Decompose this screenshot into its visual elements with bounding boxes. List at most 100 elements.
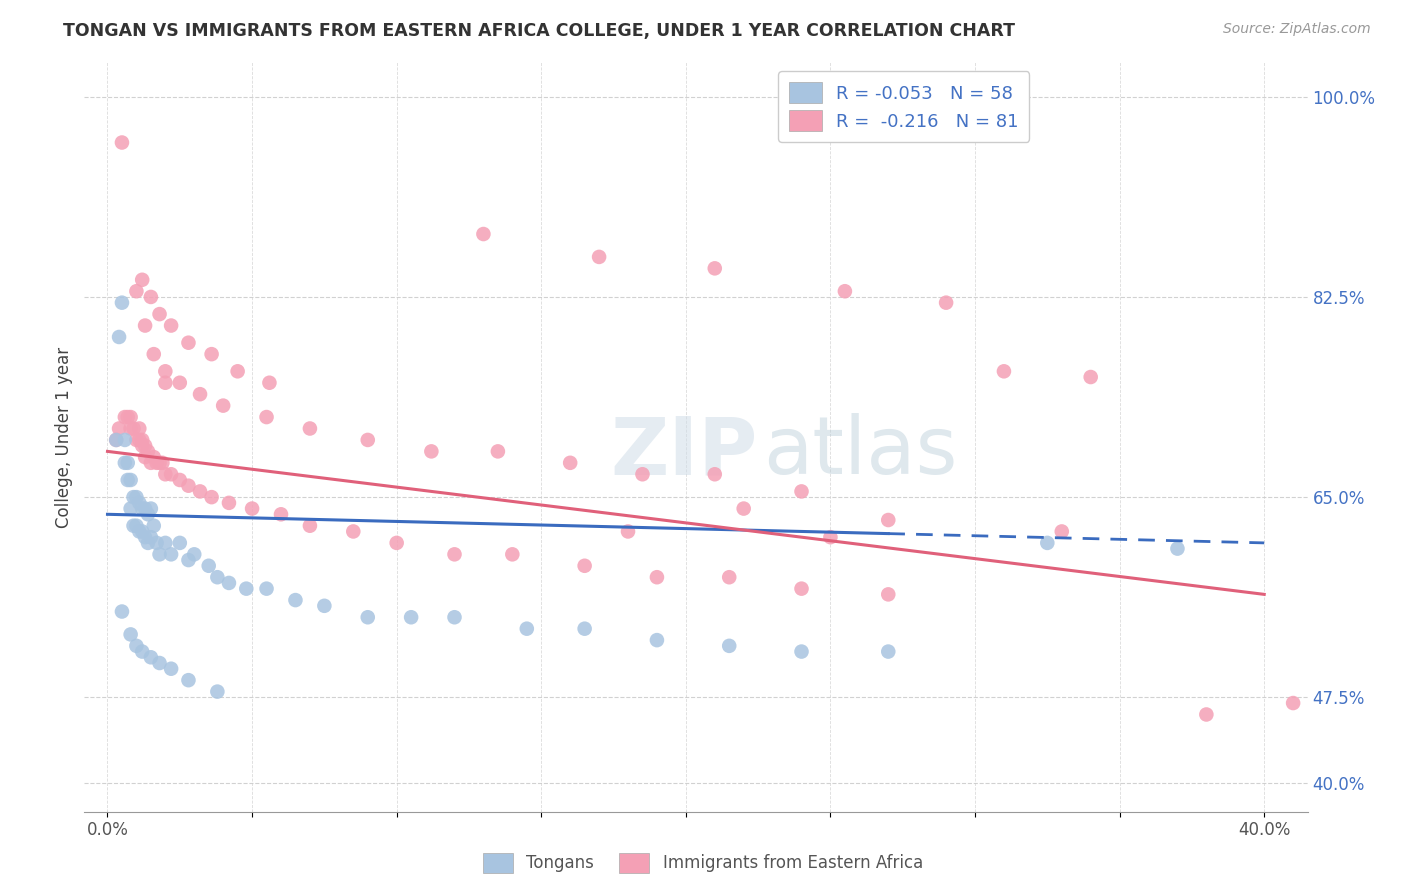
Point (111, 605, 134, 619)
Point (108, 330, 131, 344)
Point (139, 501, 162, 516)
Point (148, 656, 170, 670)
Point (1282, 696, 1305, 710)
Point (152, 456, 174, 470)
Point (270, 508, 292, 522)
Point (588, 250, 610, 264)
Point (357, 610, 380, 624)
Point (125, 490, 148, 504)
Point (718, 639, 741, 653)
Point (226, 364, 249, 378)
Point (105, 433, 128, 447)
Point (259, 376, 281, 390)
Point (177, 479, 200, 493)
Point (1036, 536, 1059, 550)
Point (733, 501, 755, 516)
Point (169, 376, 191, 390)
Point (357, 433, 380, 447)
Point (128, 524, 150, 539)
Point (207, 570, 229, 584)
Point (128, 421, 150, 435)
Point (188, 484, 211, 499)
Point (314, 599, 336, 613)
Point (200, 347, 222, 361)
Point (120, 410, 142, 425)
Legend: Tongans, Immigrants from Eastern Africa: Tongans, Immigrants from Eastern Africa (477, 847, 929, 880)
Point (120, 627, 142, 641)
Y-axis label: College, Under 1 year: College, Under 1 year (55, 346, 73, 528)
Point (218, 576, 240, 591)
Point (131, 439, 153, 453)
Point (703, 467, 725, 482)
Point (120, 501, 142, 516)
Point (631, 467, 654, 482)
Point (385, 536, 408, 550)
Point (117, 456, 139, 470)
Point (200, 490, 222, 504)
Point (131, 433, 153, 447)
Point (114, 410, 136, 425)
Point (501, 547, 523, 561)
Text: atlas: atlas (763, 413, 957, 491)
Point (125, 639, 148, 653)
Point (134, 318, 156, 333)
Point (155, 376, 177, 390)
Point (516, 622, 538, 636)
Point (399, 610, 422, 624)
Point (560, 456, 582, 470)
Point (160, 467, 183, 482)
Point (128, 496, 150, 510)
Point (790, 644, 813, 658)
Point (139, 650, 162, 665)
Point (169, 473, 191, 487)
Point (188, 387, 211, 401)
Point (139, 530, 162, 544)
Point (169, 536, 191, 550)
Point (703, 261, 725, 276)
Point (122, 518, 145, 533)
Point (145, 456, 167, 470)
Point (134, 530, 156, 544)
Point (155, 536, 177, 550)
Point (284, 593, 307, 607)
Point (207, 684, 229, 698)
Point (117, 410, 139, 425)
Point (111, 295, 134, 310)
Point (443, 610, 465, 624)
Point (218, 496, 240, 510)
Point (136, 508, 159, 522)
Point (148, 456, 170, 470)
Point (117, 473, 139, 487)
Point (212, 399, 235, 413)
Point (1050, 524, 1073, 539)
Point (935, 295, 957, 310)
Point (877, 513, 900, 527)
Point (136, 536, 159, 550)
Point (136, 444, 159, 458)
Point (120, 421, 142, 435)
Point (122, 421, 145, 435)
Point (177, 335, 200, 350)
Point (877, 644, 900, 658)
Point (142, 450, 165, 464)
Point (486, 444, 509, 458)
Point (128, 433, 150, 447)
Point (877, 587, 900, 601)
Point (197, 558, 219, 573)
Point (160, 318, 183, 333)
Point (298, 421, 321, 435)
Point (142, 347, 165, 361)
Point (472, 227, 495, 241)
Point (1166, 541, 1188, 556)
Point (134, 450, 156, 464)
Text: TONGAN VS IMMIGRANTS FROM EASTERN AFRICA COLLEGE, UNDER 1 YEAR CORRELATION CHART: TONGAN VS IMMIGRANTS FROM EASTERN AFRICA… (63, 22, 1015, 40)
Point (177, 673, 200, 688)
Point (134, 501, 156, 516)
Point (256, 582, 278, 596)
Point (617, 524, 640, 539)
Point (834, 284, 856, 298)
Point (820, 530, 842, 544)
Point (160, 547, 183, 561)
Point (142, 518, 165, 533)
Point (298, 518, 321, 533)
